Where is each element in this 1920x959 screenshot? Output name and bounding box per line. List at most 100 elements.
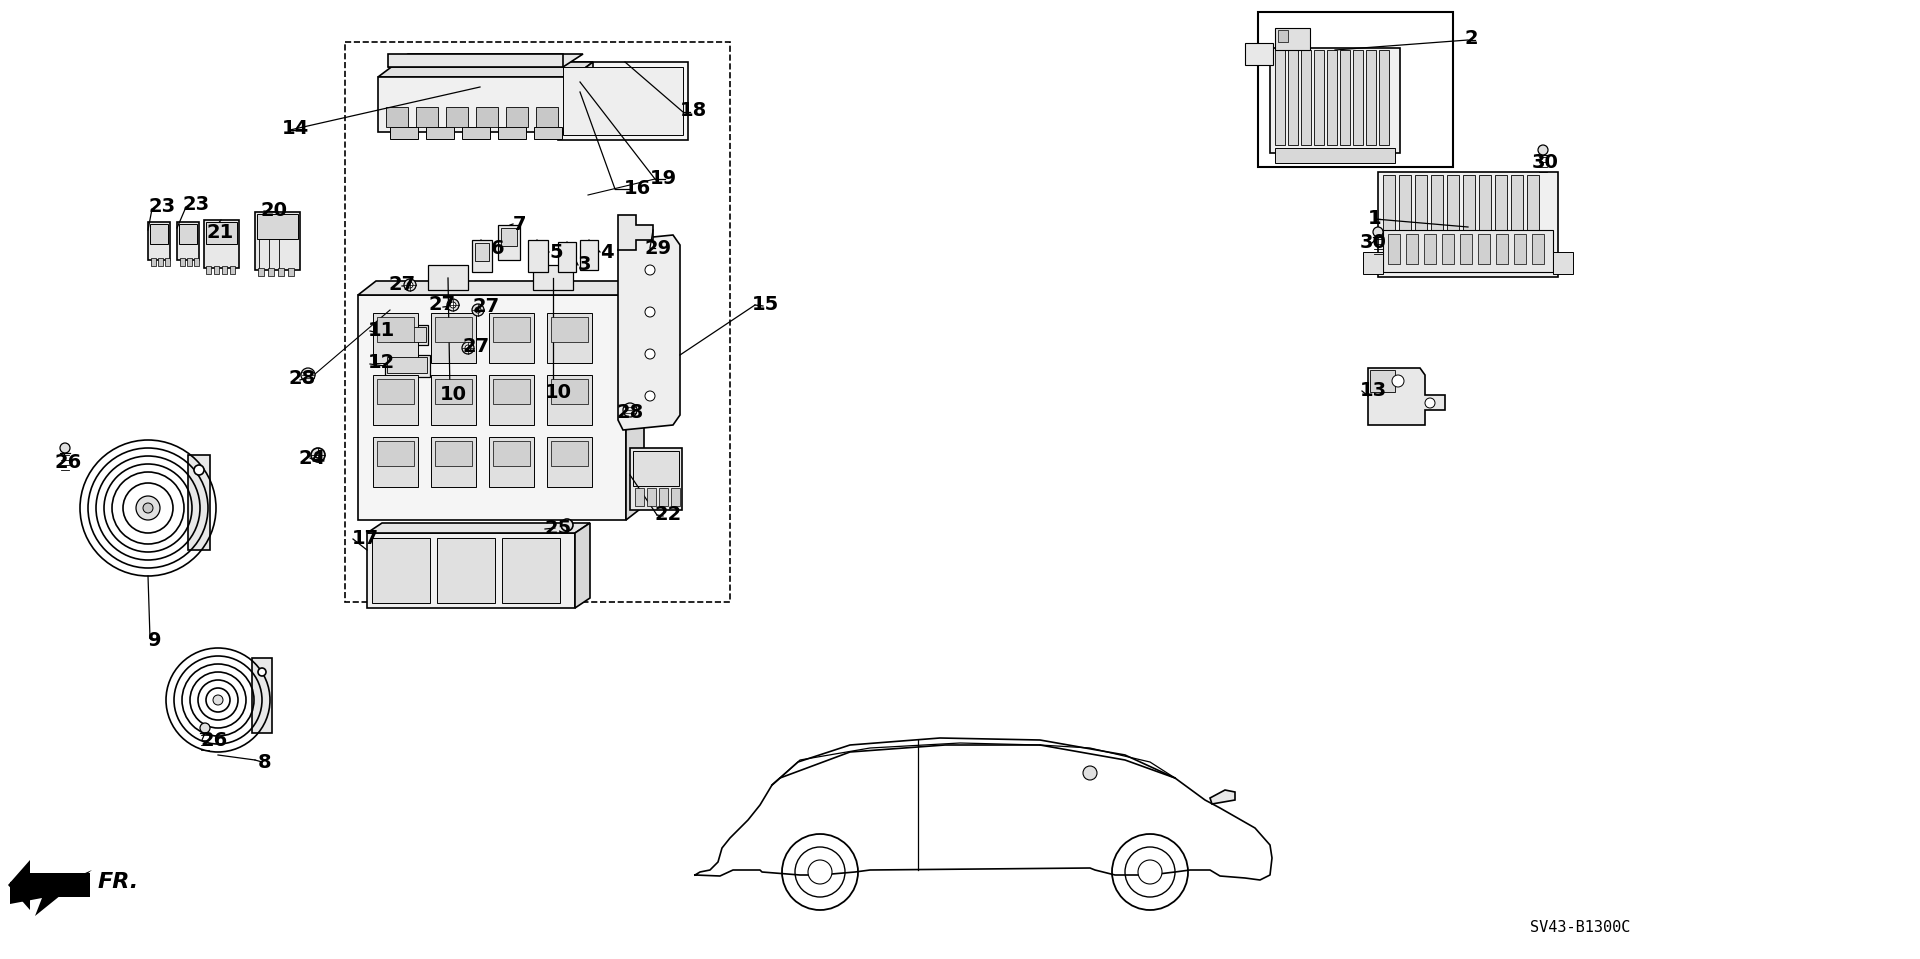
Bar bbox=[1288, 50, 1298, 145]
Bar bbox=[1496, 175, 1507, 230]
Circle shape bbox=[123, 483, 173, 533]
Bar bbox=[551, 317, 588, 342]
Bar bbox=[1553, 252, 1572, 274]
Bar bbox=[534, 265, 572, 290]
Circle shape bbox=[257, 668, 267, 676]
Bar bbox=[630, 448, 682, 510]
Text: 10: 10 bbox=[545, 384, 572, 403]
Bar bbox=[436, 317, 472, 342]
Bar bbox=[205, 222, 236, 244]
Bar bbox=[269, 268, 275, 276]
Text: 12: 12 bbox=[369, 354, 396, 372]
Bar bbox=[1258, 12, 1453, 167]
Bar bbox=[1279, 30, 1288, 42]
Bar bbox=[288, 268, 294, 276]
Text: 16: 16 bbox=[624, 178, 651, 198]
Bar bbox=[1382, 230, 1553, 272]
Bar bbox=[388, 54, 563, 67]
Circle shape bbox=[213, 695, 223, 705]
Bar bbox=[148, 222, 171, 260]
Bar bbox=[430, 375, 476, 425]
Bar bbox=[257, 214, 298, 239]
Polygon shape bbox=[367, 523, 589, 533]
Bar bbox=[223, 266, 227, 274]
Bar bbox=[1405, 234, 1419, 264]
Polygon shape bbox=[1210, 790, 1235, 804]
Bar bbox=[490, 375, 534, 425]
Text: 30: 30 bbox=[1359, 232, 1386, 251]
Bar bbox=[186, 258, 192, 266]
Bar bbox=[157, 258, 163, 266]
Circle shape bbox=[1139, 860, 1162, 884]
Bar bbox=[1363, 252, 1382, 274]
Text: 1: 1 bbox=[1367, 208, 1382, 227]
Bar bbox=[165, 258, 171, 266]
Bar bbox=[372, 538, 430, 603]
Bar bbox=[559, 242, 576, 272]
Bar bbox=[213, 266, 219, 274]
Text: 28: 28 bbox=[616, 404, 643, 423]
Bar bbox=[1371, 370, 1396, 392]
Text: 28: 28 bbox=[288, 368, 315, 387]
Bar bbox=[534, 127, 563, 139]
Text: 27: 27 bbox=[472, 297, 499, 316]
Bar bbox=[150, 224, 169, 244]
Circle shape bbox=[1392, 375, 1404, 387]
Circle shape bbox=[645, 307, 655, 317]
Bar bbox=[1382, 175, 1396, 230]
Text: 11: 11 bbox=[369, 320, 396, 339]
Bar bbox=[278, 268, 284, 276]
Bar bbox=[386, 107, 407, 127]
Text: 2: 2 bbox=[1465, 29, 1478, 48]
Bar bbox=[1244, 43, 1273, 65]
Polygon shape bbox=[388, 54, 584, 67]
Bar bbox=[1400, 175, 1411, 230]
Bar bbox=[1448, 175, 1459, 230]
Bar bbox=[547, 375, 591, 425]
Bar bbox=[476, 107, 497, 127]
Bar bbox=[528, 240, 547, 272]
Bar bbox=[372, 313, 419, 363]
Circle shape bbox=[136, 496, 159, 520]
Circle shape bbox=[622, 403, 637, 417]
Bar bbox=[1379, 50, 1388, 145]
Bar bbox=[559, 62, 687, 140]
Bar bbox=[1496, 234, 1507, 264]
Bar bbox=[1388, 234, 1400, 264]
Bar bbox=[551, 441, 588, 466]
Circle shape bbox=[474, 307, 482, 313]
Bar bbox=[388, 325, 428, 345]
Bar bbox=[636, 488, 643, 506]
Bar bbox=[1354, 50, 1363, 145]
Bar bbox=[357, 295, 626, 520]
Polygon shape bbox=[572, 62, 593, 132]
Bar bbox=[1515, 234, 1526, 264]
Bar bbox=[386, 355, 430, 377]
Circle shape bbox=[463, 342, 474, 354]
Polygon shape bbox=[8, 860, 90, 910]
Bar bbox=[436, 441, 472, 466]
Text: 18: 18 bbox=[680, 101, 707, 120]
Text: 22: 22 bbox=[655, 505, 682, 525]
Bar bbox=[1302, 50, 1311, 145]
Text: 17: 17 bbox=[351, 528, 378, 548]
Bar bbox=[252, 658, 273, 733]
Bar bbox=[1269, 48, 1400, 153]
Bar bbox=[152, 258, 156, 266]
Circle shape bbox=[194, 465, 204, 475]
Bar bbox=[1365, 50, 1377, 145]
Bar bbox=[493, 441, 530, 466]
Bar bbox=[1478, 175, 1492, 230]
Text: 27: 27 bbox=[428, 295, 455, 315]
Bar bbox=[472, 240, 492, 272]
Circle shape bbox=[465, 345, 470, 351]
Bar bbox=[490, 313, 534, 363]
Bar bbox=[188, 455, 209, 550]
Bar bbox=[551, 379, 588, 404]
Bar bbox=[430, 437, 476, 487]
Bar bbox=[372, 437, 419, 487]
Bar bbox=[507, 107, 528, 127]
Text: 3: 3 bbox=[578, 255, 591, 274]
Bar bbox=[367, 533, 574, 608]
Bar bbox=[580, 240, 597, 270]
